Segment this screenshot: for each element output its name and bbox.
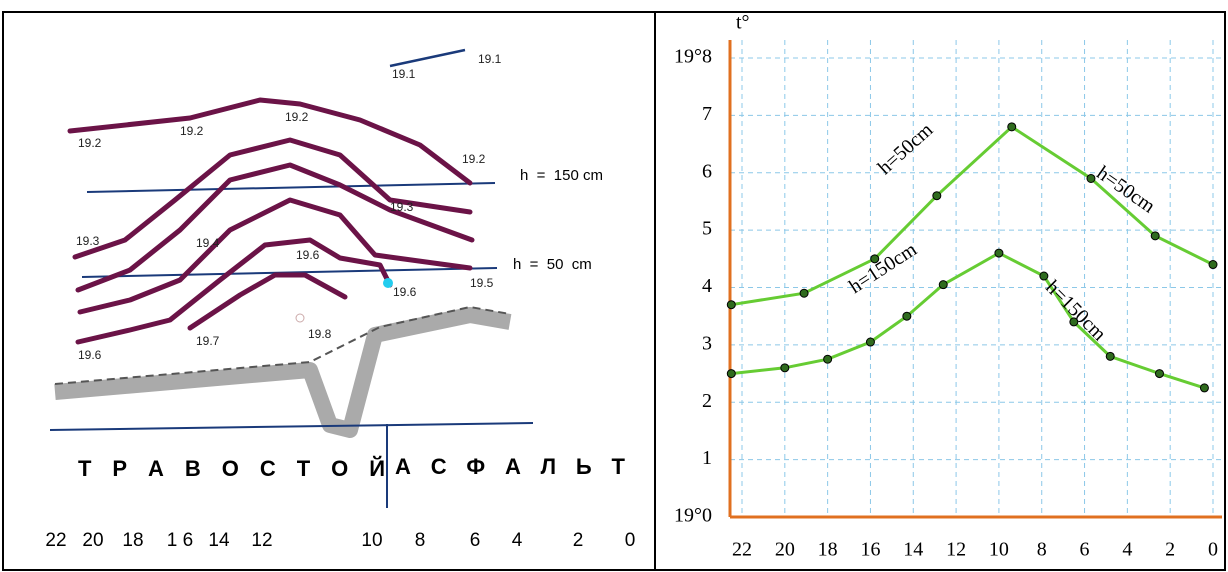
point-label: 19.6 bbox=[78, 348, 102, 362]
point-label: 19.1 bbox=[478, 52, 502, 66]
isotherm bbox=[75, 140, 470, 257]
x-tick-label: 12 bbox=[946, 539, 966, 561]
point-label: 19.5 bbox=[470, 276, 494, 290]
y-axis-label: t° bbox=[736, 12, 750, 34]
x-tick-label: 14 bbox=[903, 539, 923, 561]
annotation: h=50cm bbox=[874, 119, 938, 180]
isotherm-diagram: 19.1 19.1 19.2 19.2 19.2 19.2 19.3 19.4 19.3 19.6… bbox=[45, 50, 635, 551]
y-tick-label: 3 bbox=[702, 332, 712, 354]
x-tick-label: 4 bbox=[1122, 539, 1132, 561]
data-point bbox=[727, 370, 735, 378]
axis-label: 18 bbox=[122, 530, 143, 551]
annotation: h=150cm bbox=[1041, 276, 1110, 345]
point-label: 19.2 bbox=[78, 136, 102, 150]
series-line bbox=[731, 253, 1204, 388]
data-point bbox=[1200, 384, 1208, 392]
figure: 19.1 19.1 19.2 19.2 19.2 19.2 19.3 19.4 19.3 19.6… bbox=[0, 0, 1228, 572]
point-label: 19.2 bbox=[180, 124, 204, 138]
point-label: 19.7 bbox=[196, 334, 220, 348]
x-tick-label: 0 bbox=[1208, 539, 1218, 561]
marker-dot bbox=[296, 314, 304, 322]
point-label: 19.1 bbox=[392, 67, 416, 81]
y-tick-label: 1 bbox=[702, 447, 712, 469]
axis-label: 14 bbox=[208, 530, 230, 551]
y-tick-label: 5 bbox=[702, 218, 712, 240]
x-tick-label: 20 bbox=[775, 539, 795, 561]
data-point bbox=[1209, 261, 1217, 269]
x-tick-label: 8 bbox=[1037, 539, 1047, 561]
x-tick-label: 16 bbox=[860, 539, 880, 561]
axis-label: 22 bbox=[45, 530, 66, 551]
point-label: 19.8 bbox=[308, 327, 332, 341]
data-point bbox=[903, 312, 911, 320]
axis-label: 20 bbox=[82, 530, 103, 551]
y-tick-label: 19°8 bbox=[674, 46, 712, 68]
y-tick-label: 2 bbox=[702, 390, 712, 412]
axis-label: 0 bbox=[625, 530, 636, 551]
marker-dot bbox=[383, 278, 393, 288]
point-label: 19.3 bbox=[76, 234, 100, 248]
data-point bbox=[824, 355, 832, 363]
figure-svg: 19.1 19.1 19.2 19.2 19.2 19.2 19.3 19.4 19.3 19.6… bbox=[0, 0, 1228, 572]
point-label: 19.2 bbox=[462, 152, 486, 166]
level-line bbox=[87, 183, 495, 192]
surface-label: А С Ф А Л Ь Т bbox=[395, 454, 626, 479]
y-tick-label: 6 bbox=[702, 160, 712, 182]
isotherm bbox=[78, 240, 390, 342]
x-tick-label: 2 bbox=[1165, 539, 1175, 561]
point-label: 19.4 bbox=[196, 236, 220, 250]
axis-label: 10 bbox=[361, 530, 382, 551]
x-tick-label: 22 bbox=[732, 539, 752, 561]
data-point bbox=[933, 192, 941, 200]
x-tick-label: 18 bbox=[818, 539, 838, 561]
surface-line bbox=[50, 423, 533, 430]
level-label: h = 50 cm bbox=[513, 256, 592, 273]
point-label: 19.3 bbox=[390, 200, 414, 214]
data-point bbox=[1155, 370, 1163, 378]
axis-label: 1 6 bbox=[167, 530, 193, 551]
surface-label: Т Р А В О С Т О Й bbox=[78, 456, 385, 481]
axis-label: 12 bbox=[251, 530, 272, 551]
y-tick-label: 7 bbox=[702, 103, 712, 125]
axis-label: 6 bbox=[470, 530, 481, 551]
point-label: 19.6 bbox=[393, 285, 417, 299]
y-tick-label: 19°0 bbox=[674, 505, 712, 527]
data-point bbox=[1151, 232, 1159, 240]
axis-label: 8 bbox=[415, 530, 426, 551]
data-point bbox=[800, 289, 808, 297]
y-tick-label: 4 bbox=[702, 275, 712, 297]
point-label: 19.6 bbox=[296, 248, 320, 262]
data-point bbox=[1008, 123, 1016, 131]
point-label: 19.2 bbox=[285, 110, 309, 124]
data-point bbox=[727, 301, 735, 309]
level-label: h = 150 cm bbox=[520, 167, 603, 184]
series-line bbox=[731, 127, 1213, 305]
data-point bbox=[939, 281, 947, 289]
data-point bbox=[781, 364, 789, 372]
axis-label: 2 bbox=[573, 530, 584, 551]
data-point bbox=[1106, 352, 1114, 360]
data-point bbox=[866, 338, 874, 346]
axis-label: 4 bbox=[512, 530, 523, 551]
isotherm-segment bbox=[390, 50, 465, 66]
data-point bbox=[1040, 272, 1048, 280]
x-tick-label: 6 bbox=[1080, 539, 1090, 561]
data-point bbox=[995, 249, 1003, 257]
x-tick-label: 10 bbox=[989, 539, 1009, 561]
